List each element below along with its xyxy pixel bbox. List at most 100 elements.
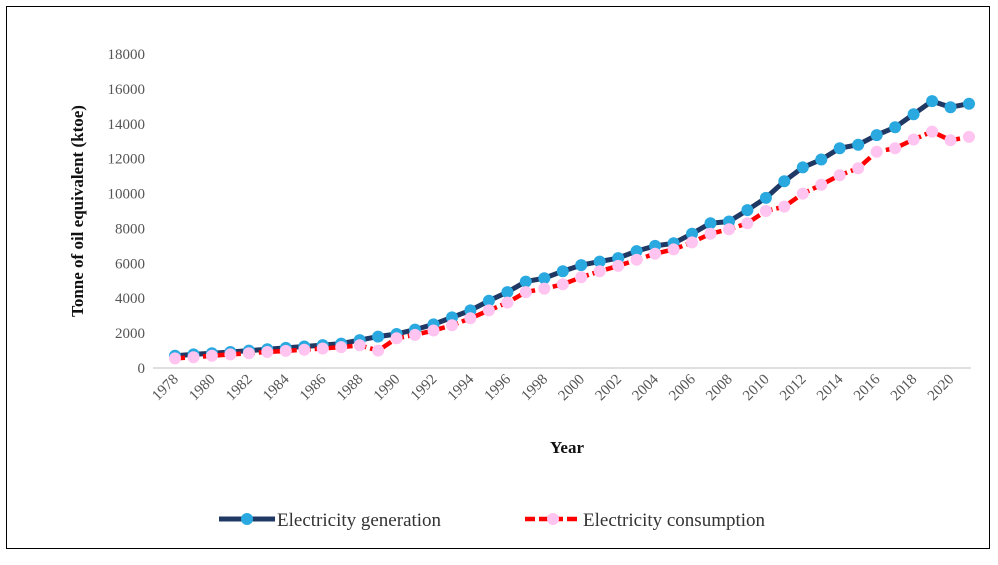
x-tick-label: 2008 xyxy=(703,372,736,405)
y-tick-label: 0 xyxy=(138,361,146,377)
legend-marker-generation xyxy=(241,513,253,525)
chart-frame: 0 2000 4000 6000 8000 10000 12000 14000 16000 180… xyxy=(6,6,990,549)
data-point xyxy=(187,351,200,364)
x-tick-label: 1994 xyxy=(445,371,478,404)
data-point xyxy=(686,236,698,249)
data-point xyxy=(852,162,865,175)
x-tick-label: 1988 xyxy=(334,372,367,405)
data-point xyxy=(944,134,957,147)
x-tick-label: 2012 xyxy=(777,372,810,405)
data-point xyxy=(482,294,495,307)
data-point xyxy=(372,330,385,343)
series-line xyxy=(174,98,970,359)
data-point xyxy=(575,259,588,272)
data-point xyxy=(612,259,625,272)
legend-item-generation: Electricity generation xyxy=(219,510,442,531)
series-consumption xyxy=(169,125,975,365)
y-tick-label: 12000 xyxy=(108,152,146,168)
data-point xyxy=(796,187,809,200)
data-point xyxy=(963,97,975,110)
data-point xyxy=(833,142,846,155)
data-point xyxy=(482,304,495,317)
legend-item-consumption: Electricity consumption xyxy=(525,510,766,531)
x-tick-label: 1996 xyxy=(482,371,515,404)
data-point xyxy=(759,205,772,217)
legend-label-consumption: Electricity consumption xyxy=(583,510,766,531)
series-line xyxy=(174,129,970,361)
x-tick-label: 2016 xyxy=(851,371,884,404)
legend-label-generation: Electricity generation xyxy=(277,510,442,531)
data-point xyxy=(759,191,772,204)
data-point xyxy=(630,245,643,258)
x-tick-label: 2004 xyxy=(629,371,662,404)
data-point xyxy=(926,95,939,108)
data-point xyxy=(926,125,939,138)
data-point xyxy=(427,324,440,337)
data-point xyxy=(261,346,274,358)
x-tick-labels: 1978 1980 1982 1984 1986 1988 1990 1992 1994 1996… xyxy=(149,371,957,404)
data-point xyxy=(889,142,902,155)
data-point xyxy=(372,344,385,357)
x-tick-label: 1984 xyxy=(260,371,293,404)
data-point xyxy=(205,349,218,362)
data-point xyxy=(944,101,957,114)
legend-marker-consumption xyxy=(547,513,559,525)
data-point xyxy=(704,227,717,240)
y-tick-label: 4000 xyxy=(115,291,145,307)
data-point xyxy=(242,347,255,360)
data-point xyxy=(335,341,348,354)
data-point xyxy=(556,278,569,291)
data-point xyxy=(833,169,846,182)
data-point xyxy=(889,121,902,134)
x-tick-label: 1986 xyxy=(297,371,330,404)
data-point xyxy=(686,227,698,240)
x-tick-label: 2020 xyxy=(925,372,958,405)
data-point xyxy=(501,286,514,299)
data-point xyxy=(815,153,828,166)
data-point xyxy=(870,145,883,158)
x-tick-label: 2010 xyxy=(740,372,773,405)
data-point xyxy=(538,272,551,285)
data-point xyxy=(963,130,975,143)
x-tick-label: 1978 xyxy=(149,372,182,405)
data-point xyxy=(593,265,606,278)
x-tick-label: 2014 xyxy=(814,371,847,404)
line-chart: 0 2000 4000 6000 8000 10000 12000 14000 16000 180… xyxy=(68,47,975,531)
y-axis-title: Tonne of oil equivalent (ktoe) xyxy=(68,105,87,317)
x-tick-label: 2002 xyxy=(592,372,625,405)
data-point xyxy=(575,271,588,284)
data-point xyxy=(815,178,828,191)
x-tick-label: 1998 xyxy=(519,372,552,405)
data-point xyxy=(409,328,421,341)
data-point xyxy=(630,253,643,266)
data-point xyxy=(224,348,237,361)
x-tick-label: 1982 xyxy=(223,372,256,405)
y-tick-label: 10000 xyxy=(108,187,146,203)
data-point xyxy=(169,352,181,365)
data-point xyxy=(796,161,809,174)
x-tick-label: 2018 xyxy=(888,372,921,405)
data-point xyxy=(316,342,329,355)
data-point xyxy=(519,286,532,299)
y-tick-labels: 0 2000 4000 6000 8000 10000 12000 14000 16000 180… xyxy=(108,47,146,377)
data-point xyxy=(667,243,680,256)
data-point xyxy=(741,204,754,217)
data-point xyxy=(778,200,791,213)
series-generation xyxy=(169,95,975,362)
data-point xyxy=(852,138,865,151)
data-point xyxy=(446,319,458,332)
data-point xyxy=(556,265,569,278)
legend: Electricity generation Electricity consu… xyxy=(219,510,766,531)
y-tick-label: 2000 xyxy=(115,326,145,342)
data-point xyxy=(723,223,735,236)
data-point xyxy=(907,133,920,146)
series-layer xyxy=(169,95,975,365)
data-point xyxy=(538,282,551,295)
data-point xyxy=(519,275,532,288)
x-tick-label: 1980 xyxy=(186,372,219,405)
data-point xyxy=(907,108,920,121)
data-point xyxy=(390,332,403,345)
y-tick-label: 14000 xyxy=(108,117,146,133)
data-point xyxy=(870,129,883,142)
y-tick-label: 8000 xyxy=(115,221,145,237)
